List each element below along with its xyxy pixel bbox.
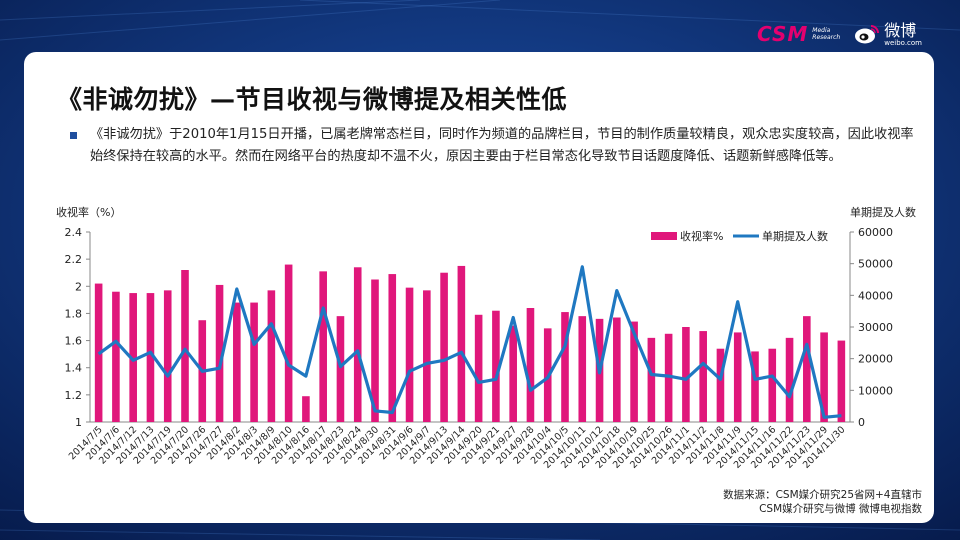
y-tick-label: 2.2 — [65, 253, 83, 266]
bar — [423, 290, 431, 422]
bar — [388, 274, 397, 422]
y-tick-label: 1.6 — [65, 335, 83, 348]
bar — [820, 332, 828, 422]
y2-tick-label: 60000 — [858, 226, 893, 239]
bar — [716, 348, 725, 422]
csm-logo-research: Research — [812, 34, 841, 41]
bar — [561, 312, 569, 422]
bar — [440, 272, 448, 422]
y2-tick-label: 0 — [858, 416, 865, 429]
legend-bar-label: 收视率% — [680, 229, 723, 243]
bar — [181, 270, 189, 422]
bar — [405, 287, 414, 422]
weibo-logo-cn: 微博 — [884, 20, 917, 40]
bar — [613, 317, 621, 422]
bar — [733, 332, 742, 422]
bar — [768, 348, 777, 422]
bar — [509, 325, 517, 422]
legend-bar-swatch — [651, 232, 677, 240]
bar — [492, 310, 500, 422]
slide-title: 《非诚勿扰》—节目收视与微博提及相关性低 — [57, 85, 568, 114]
bar — [457, 265, 466, 422]
bar — [751, 351, 759, 422]
line-series-mentions — [97, 265, 842, 419]
y-tick-label: 1.2 — [65, 389, 83, 402]
y2-axis-title: 单期提及人数 — [850, 206, 916, 219]
bar — [682, 327, 690, 422]
bar — [647, 337, 656, 422]
y-tick-label: 1.4 — [65, 362, 83, 375]
source-line-1: 数据来源：CSM媒介研究25省网+4直辖市 — [723, 489, 922, 501]
csm-logo-media: Media — [812, 27, 831, 34]
bar — [129, 293, 137, 422]
bar — [785, 337, 794, 422]
body-paragraph: 《非诚勿扰》于2010年1月15日开播，已属老牌常态栏目，同时作为频道的品牌栏目… — [90, 127, 914, 164]
y2-tick-label: 20000 — [858, 353, 893, 366]
bar — [699, 331, 707, 422]
bar — [284, 264, 293, 422]
bar — [215, 284, 224, 422]
bar — [353, 267, 362, 422]
bar — [837, 340, 846, 422]
data-source-note: 数据来源：CSM媒介研究25省网+4直辖市 CSM媒介研究与微博 微博电视指数 — [723, 488, 922, 516]
legend-line-label: 单期提及人数 — [762, 230, 828, 243]
weibo-logo-text: 微博 weibo.com — [884, 22, 922, 47]
bar — [146, 293, 155, 422]
weibo-logo-en: weibo.com — [884, 38, 922, 47]
y2-tick-label: 30000 — [858, 321, 893, 334]
bar — [526, 308, 535, 422]
bullet-square-icon — [70, 132, 77, 139]
weibo-eye-icon — [855, 25, 880, 44]
y-tick-label: 1 — [75, 416, 82, 429]
y-tick-label: 1.8 — [65, 307, 83, 320]
y-tick-label: 2.4 — [65, 226, 83, 239]
y-axis-title: 收视率（%） — [56, 205, 121, 219]
bar — [302, 396, 310, 422]
csm-logo-text: CSM — [757, 22, 809, 46]
content-card — [24, 52, 934, 523]
bar — [578, 316, 587, 422]
bar — [112, 291, 120, 422]
bar — [336, 316, 345, 422]
bar — [233, 302, 241, 422]
y-tick-label: 2 — [75, 280, 82, 293]
bar — [250, 302, 258, 422]
bar — [474, 314, 483, 422]
bar — [319, 271, 327, 422]
y2-tick-label: 50000 — [858, 258, 893, 271]
bar — [163, 290, 172, 422]
y2-tick-label: 10000 — [858, 384, 893, 397]
bar — [371, 279, 379, 422]
bar — [267, 290, 276, 422]
y2-tick-label: 40000 — [858, 289, 893, 302]
bar — [664, 333, 673, 422]
header-logos: CSM Media Research 微博 weibo.com — [757, 18, 922, 50]
weibo-logo: 微博 weibo.com — [854, 22, 922, 47]
csm-logo: CSM Media Research — [757, 22, 840, 46]
bar — [630, 321, 638, 422]
source-line-2: CSM媒介研究与微博 微博电视指数 — [759, 503, 922, 515]
csm-logo-subtext: Media Research — [812, 27, 840, 41]
bar — [803, 316, 811, 422]
